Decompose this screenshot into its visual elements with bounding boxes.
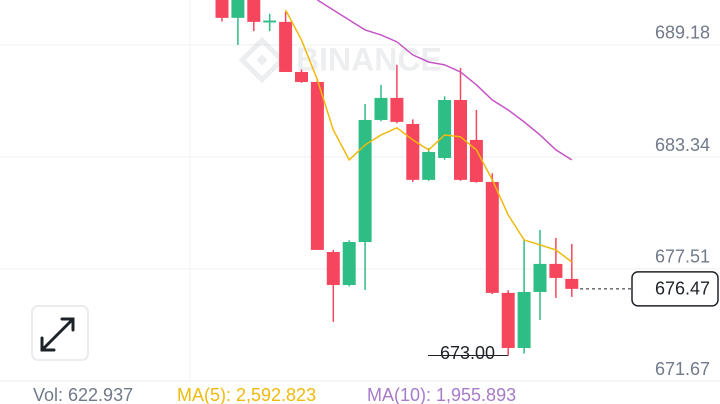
candle-body <box>517 291 531 348</box>
last-price-label: 676.47 <box>655 279 710 299</box>
ma10-label: MA(10): 1,955.893 <box>367 385 516 404</box>
candle-body <box>231 0 245 18</box>
candle-body <box>438 100 452 158</box>
candle-body <box>215 0 229 18</box>
candle-body <box>406 123 420 180</box>
y-tick-label: 677.51 <box>655 247 710 267</box>
candle-body <box>247 0 261 22</box>
candle-body <box>469 139 483 182</box>
candle-body <box>501 292 515 348</box>
candle-body <box>295 71 308 82</box>
candle-body <box>310 81 324 250</box>
candle-body <box>279 21 293 72</box>
candle-body <box>533 263 547 292</box>
plot <box>215 0 579 356</box>
candle-body <box>374 97 388 120</box>
watermark-text: BINANCE <box>296 41 442 77</box>
candle-body <box>549 263 563 278</box>
y-tick-label: 671.67 <box>655 359 710 379</box>
expand-button[interactable] <box>31 305 89 361</box>
ma-line <box>284 9 573 263</box>
candle-body <box>485 181 499 293</box>
ma5-label: MA(5): 2,592.823 <box>177 385 316 404</box>
y-tick-label: 689.18 <box>655 23 710 43</box>
candle-body <box>358 119 372 243</box>
candle-body <box>454 100 467 180</box>
candle-body <box>422 152 436 180</box>
candle-body <box>342 242 356 286</box>
candle-body <box>390 97 404 122</box>
watermark: BINANCE <box>238 36 442 84</box>
ma-line <box>317 0 573 161</box>
low-label: 673.00 <box>440 343 495 363</box>
candle-body <box>263 20 277 23</box>
last-price-box <box>631 271 719 307</box>
y-tick-label: 683.34 <box>655 135 710 155</box>
volume-label: Vol: 622.937 <box>33 385 133 404</box>
candle-body <box>326 252 340 286</box>
candle-body <box>565 278 579 289</box>
